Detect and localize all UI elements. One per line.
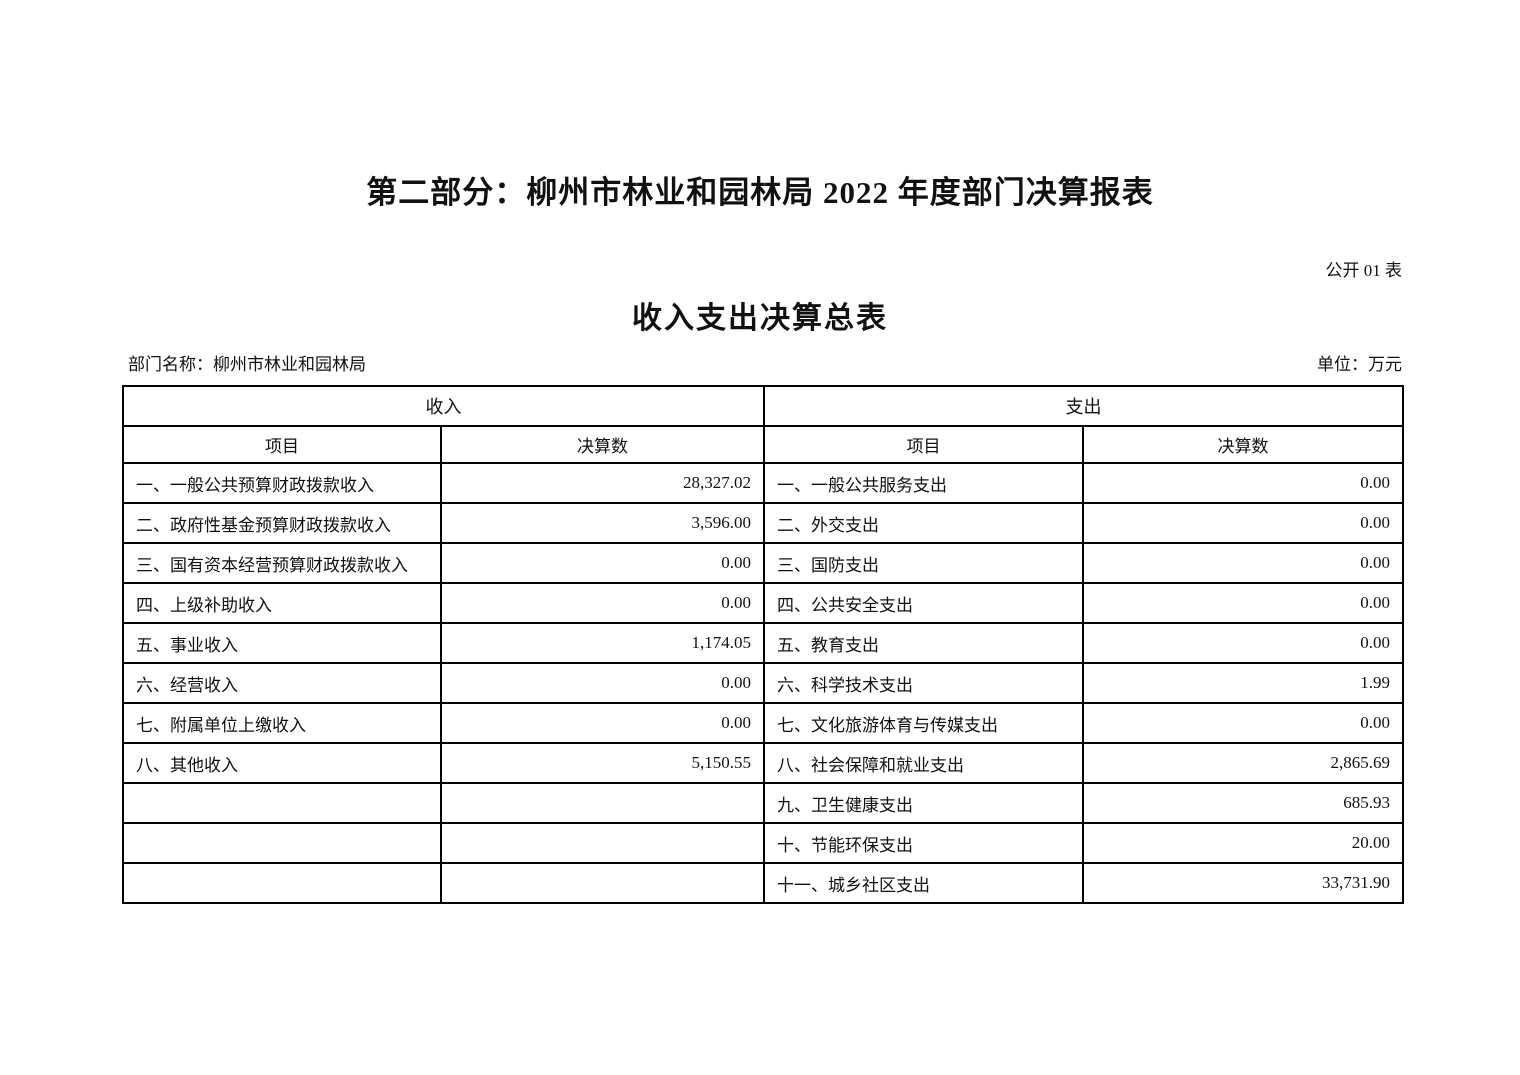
income-item-cell: 三、国有资本经营预算财政拨款收入: [122, 542, 442, 584]
expense-item-cell: 八、社会保障和就业支出: [763, 742, 1084, 784]
section-header-row: 收入 支出: [122, 385, 1404, 427]
expense-item-cell: 三、国防支出: [763, 542, 1084, 584]
income-item-col-header: 项目: [122, 425, 442, 464]
income-item-cell: [122, 822, 442, 864]
expense-value-cell: 33,731.90: [1082, 862, 1404, 904]
table-row: 八、其他收入 5,150.55 八、社会保障和就业支出 2,865.69: [122, 742, 1404, 784]
expense-value-cell: 0.00: [1082, 542, 1404, 584]
expense-value-cell: 0.00: [1082, 462, 1404, 504]
income-value-cell: [440, 822, 765, 864]
expense-value-cell: 1.99: [1082, 662, 1404, 704]
income-value-cell: 0.00: [440, 542, 765, 584]
expense-item-cell: 七、文化旅游体育与传媒支出: [763, 702, 1084, 744]
income-item-cell: 五、事业收入: [122, 622, 442, 664]
table-row: 十、节能环保支出 20.00: [122, 822, 1404, 864]
income-value-cell: [440, 862, 765, 904]
income-value-cell: 1,174.05: [440, 622, 765, 664]
income-item-cell: 四、上级补助收入: [122, 582, 442, 624]
expense-value-col-header: 决算数: [1082, 425, 1404, 464]
table-row: 五、事业收入 1,174.05 五、教育支出 0.00: [122, 622, 1404, 664]
table-meta-row: 部门名称：柳州市林业和园林局 单位：万元: [128, 350, 1402, 375]
income-value-cell: 28,327.02: [440, 462, 765, 504]
income-value-cell: 0.00: [440, 582, 765, 624]
page-title: 第二部分：柳州市林业和园林局 2022 年度部门决算报表: [366, 175, 1154, 210]
income-value-cell: [440, 782, 765, 824]
table-row: 二、政府性基金预算财政拨款收入 3,596.00 二、外交支出 0.00: [122, 502, 1404, 544]
table-body: 一、一般公共预算财政拨款收入 28,327.02 一、一般公共服务支出 0.00 二、政…: [122, 462, 1404, 904]
expense-item-cell: 六、科学技术支出: [763, 662, 1084, 704]
expense-item-cell: 五、教育支出: [763, 622, 1084, 664]
expense-item-cell: 一、一般公共服务支出: [763, 462, 1084, 504]
table-row: 一、一般公共预算财政拨款收入 28,327.02 一、一般公共服务支出 0.00: [122, 462, 1404, 504]
table-row: 七、附属单位上缴收入 0.00 七、文化旅游体育与传媒支出 0.00: [122, 702, 1404, 744]
table-row: 九、卫生健康支出 685.93: [122, 782, 1404, 824]
income-value-cell: 5,150.55: [440, 742, 765, 784]
expense-value-cell: 0.00: [1082, 702, 1404, 744]
expense-value-cell: 0.00: [1082, 502, 1404, 544]
expense-value-cell: 2,865.69: [1082, 742, 1404, 784]
expense-value-cell: 20.00: [1082, 822, 1404, 864]
expense-item-cell: 二、外交支出: [763, 502, 1084, 544]
income-item-cell: 六、经营收入: [122, 662, 442, 704]
expense-value-cell: 0.00: [1082, 582, 1404, 624]
table-title: 收入支出决算总表: [632, 302, 888, 335]
table-row: 十一、城乡社区支出 33,731.90: [122, 862, 1404, 904]
expense-item-cell: 十、节能环保支出: [763, 822, 1084, 864]
expense-item-cell: 四、公共安全支出: [763, 582, 1084, 624]
income-item-cell: [122, 782, 442, 824]
expense-item-col-header: 项目: [763, 425, 1084, 464]
budget-summary-table: 收入 支出 项目 决算数 项目 决算数 一、一般公共预算财政拨款收入 28,327…: [122, 385, 1404, 904]
income-item-cell: 八、其他收入: [122, 742, 442, 784]
expense-item-cell: 九、卫生健康支出: [763, 782, 1084, 824]
income-item-cell: 二、政府性基金预算财政拨款收入: [122, 502, 442, 544]
table-row: 三、国有资本经营预算财政拨款收入 0.00 三、国防支出 0.00: [122, 542, 1404, 584]
expense-value-cell: 0.00: [1082, 622, 1404, 664]
column-header-row: 项目 决算数 项目 决算数: [122, 425, 1404, 464]
income-item-cell: 一、一般公共预算财政拨款收入: [122, 462, 442, 504]
form-number-label: 公开 01 表: [1325, 261, 1403, 280]
expense-item-cell: 十一、城乡社区支出: [763, 862, 1084, 904]
table-row: 六、经营收入 0.00 六、科学技术支出 1.99: [122, 662, 1404, 704]
income-value-cell: 3,596.00: [440, 502, 765, 544]
unit-label: 单位：万元: [1317, 355, 1402, 374]
income-section-header: 收入: [122, 385, 765, 427]
department-name-label: 部门名称：柳州市林业和园林局: [128, 355, 366, 374]
income-value-cell: 0.00: [440, 702, 765, 744]
income-value-cell: 0.00: [440, 662, 765, 704]
income-item-cell: [122, 862, 442, 904]
income-value-col-header: 决算数: [440, 425, 765, 464]
expense-value-cell: 685.93: [1082, 782, 1404, 824]
expense-section-header: 支出: [763, 385, 1404, 427]
table-row: 四、上级补助收入 0.00 四、公共安全支出 0.00: [122, 582, 1404, 624]
income-item-cell: 七、附属单位上缴收入: [122, 702, 442, 744]
